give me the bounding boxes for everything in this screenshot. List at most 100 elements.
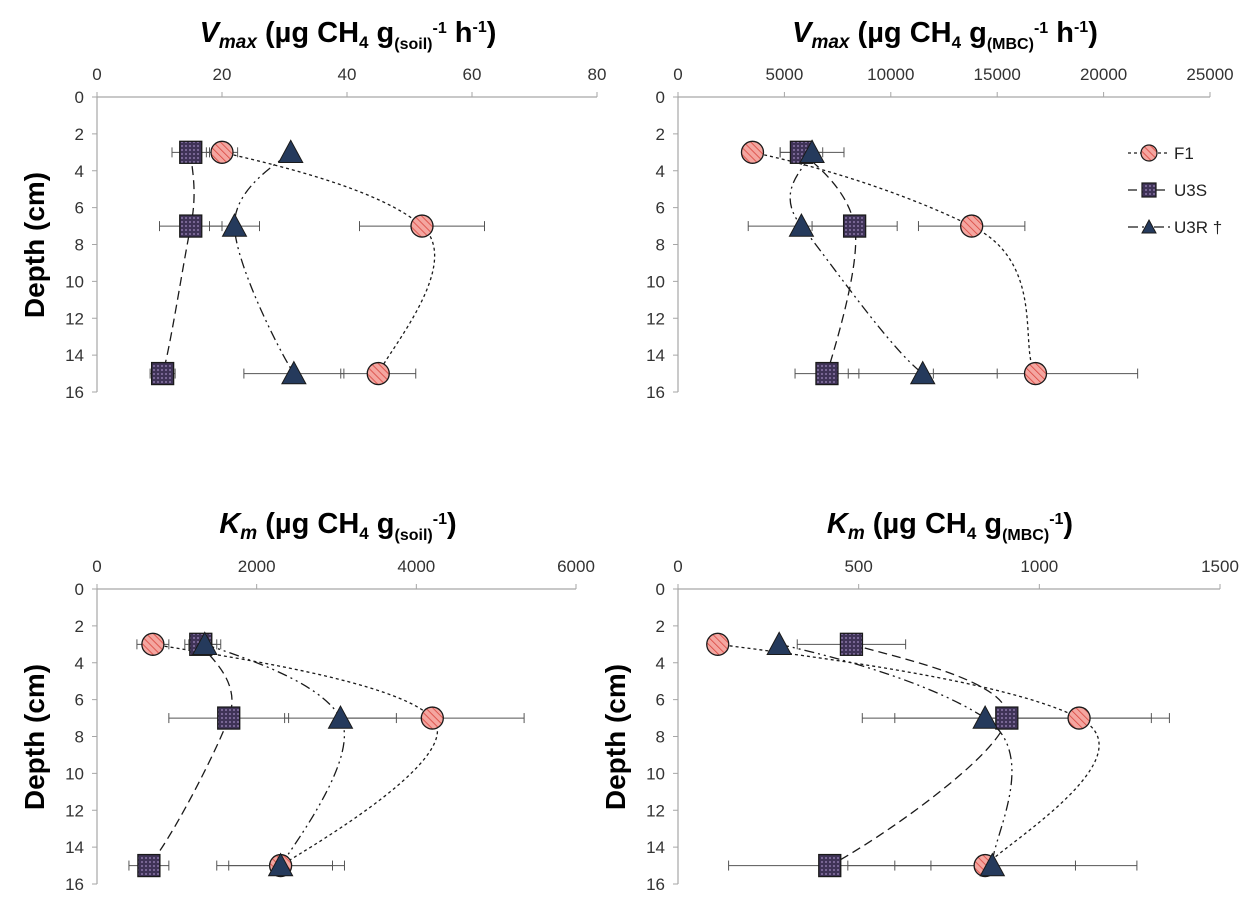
data-point-f1 xyxy=(366,361,390,386)
y-axis-label: Depth (cm) xyxy=(600,664,631,810)
data-point-f1 xyxy=(740,140,765,164)
y-tick-label: 2 xyxy=(75,617,84,636)
data-point-f1 xyxy=(410,214,434,238)
x-tick-label: 15000 xyxy=(974,65,1021,84)
y-tick-label: 8 xyxy=(75,728,84,747)
y-tick-label: 6 xyxy=(656,199,665,218)
x-tick-label: 0 xyxy=(673,65,682,84)
data-point-u3s xyxy=(995,706,1019,730)
legend-label: F1 xyxy=(1174,144,1194,163)
legend-item-u3r: U3R † xyxy=(1128,218,1222,237)
series-line-u3r xyxy=(789,152,924,375)
data-point-u3s xyxy=(815,361,839,386)
legend-item-f1: F1 xyxy=(1128,144,1194,163)
data-point-u3r xyxy=(277,139,304,164)
data-point-u3r xyxy=(909,360,936,385)
data-point-f1 xyxy=(420,706,444,730)
y-tick-label: 2 xyxy=(75,125,84,144)
y-tick-label: 0 xyxy=(656,88,665,107)
x-tick-label: 80 xyxy=(588,65,607,84)
x-tick-label: 0 xyxy=(673,557,682,576)
chart-title: Km (µg CH4 g(soil)-1) xyxy=(219,508,456,544)
y-tick-label: 14 xyxy=(65,346,84,365)
x-tick-label: 500 xyxy=(844,557,872,576)
series-line-u3s xyxy=(162,152,195,374)
series-line-u3r xyxy=(779,643,1013,866)
y-tick-label: 10 xyxy=(646,272,665,291)
data-point-f1 xyxy=(960,214,984,238)
series-line-u3s xyxy=(800,151,857,374)
series-line-f1 xyxy=(152,643,438,867)
y-tick-label: 4 xyxy=(656,654,665,673)
chart-panel-3: Km (µg CH4 g(soil)-1) Depth (cm) 0 2000 4000… xyxy=(19,508,595,894)
chart-title: Vmax (µg CH4 g(MBC)-1 h-1) xyxy=(792,17,1098,53)
series-line-u3r xyxy=(204,643,346,866)
data-point-u3s xyxy=(137,853,161,878)
legend-marker-triangle-icon xyxy=(1141,218,1157,234)
y-tick-label: 14 xyxy=(65,838,84,857)
legend-marker-square-icon xyxy=(1141,182,1157,198)
series-line-u3s xyxy=(148,643,233,866)
legend-label: U3S xyxy=(1174,181,1207,200)
x-tick-label: 0 xyxy=(92,557,101,576)
y-tick-label: 2 xyxy=(656,617,665,636)
legend-label: U3R † xyxy=(1174,218,1222,237)
y-tick-label: 4 xyxy=(75,654,84,673)
y-tick-label: 6 xyxy=(656,691,665,710)
legend-item-u3s: U3S xyxy=(1128,181,1207,200)
y-tick-label: 4 xyxy=(656,162,665,181)
y-tick-label: 0 xyxy=(75,580,84,599)
data-point-f1 xyxy=(210,140,234,164)
x-tick-label: 40 xyxy=(338,65,357,84)
x-tick-label: 20000 xyxy=(1080,65,1127,84)
x-tick-label: 20 xyxy=(213,65,232,84)
x-tick-label: 0 xyxy=(92,65,101,84)
data-point-u3r xyxy=(267,852,294,877)
data-point-u3r xyxy=(799,139,825,164)
data-point-u3s xyxy=(842,214,867,238)
y-axis-label: Depth (cm) xyxy=(19,664,50,810)
data-point-u3s xyxy=(150,361,175,386)
x-tick-label: 25000 xyxy=(1186,65,1233,84)
y-tick-label: 2 xyxy=(656,125,665,144)
y-tick-label: 8 xyxy=(656,236,665,255)
data-point-u3r xyxy=(327,705,354,729)
y-axis-label: Depth (cm) xyxy=(19,172,50,318)
x-tick-label: 6000 xyxy=(557,557,595,576)
y-tick-label: 12 xyxy=(646,801,665,820)
data-point-f1 xyxy=(1067,706,1091,730)
x-tick-label: 4000 xyxy=(397,557,435,576)
data-point-u3r xyxy=(979,852,1006,877)
y-tick-label: 6 xyxy=(75,199,84,218)
x-tick-label: 1500 xyxy=(1201,557,1239,576)
chart-title: Vmax (µg CH4 g(soil)-1 h-1) xyxy=(200,17,497,53)
data-point-f1 xyxy=(1023,361,1048,386)
y-tick-label: 14 xyxy=(646,838,665,857)
y-tick-label: 8 xyxy=(656,728,665,747)
y-tick-label: 12 xyxy=(646,309,665,328)
y-tick-label: 16 xyxy=(65,875,84,894)
y-tick-label: 10 xyxy=(65,764,84,783)
y-tick-label: 6 xyxy=(75,691,84,710)
y-tick-label: 14 xyxy=(646,346,665,365)
y-tick-label: 12 xyxy=(65,801,84,820)
x-tick-label: 1000 xyxy=(1020,557,1058,576)
y-tick-label: 10 xyxy=(646,764,665,783)
y-tick-label: 0 xyxy=(75,88,84,107)
data-point-u3r xyxy=(191,631,218,656)
y-tick-label: 16 xyxy=(646,875,665,894)
series-line-f1 xyxy=(221,151,436,374)
chart-panel-4: Km (µg CH4 g(MBC)-1) Depth (cm) 0 500 1000 15… xyxy=(600,508,1239,894)
data-point-u3s xyxy=(179,140,203,164)
x-tick-label: 60 xyxy=(463,65,482,84)
data-point-u3s xyxy=(217,706,241,730)
y-tick-label: 0 xyxy=(656,580,665,599)
data-point-u3r xyxy=(766,631,793,656)
y-tick-label: 12 xyxy=(65,309,84,328)
y-tick-label: 16 xyxy=(646,383,665,402)
y-tick-label: 4 xyxy=(75,162,84,181)
y-tick-label: 10 xyxy=(65,272,84,291)
x-tick-label: 2000 xyxy=(238,557,276,576)
